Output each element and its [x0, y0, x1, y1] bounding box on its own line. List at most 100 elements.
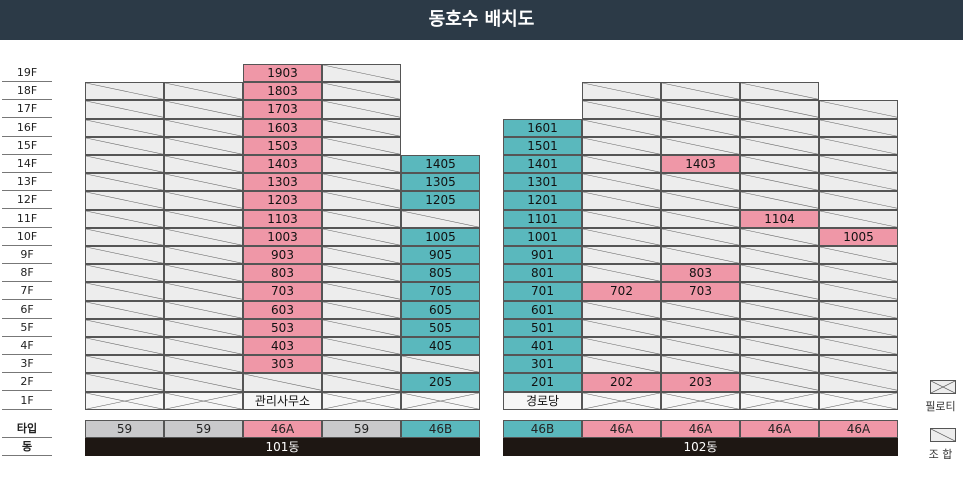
unit-cell: 1001	[503, 227, 582, 246]
union-cell	[85, 337, 164, 356]
unit-cell: 1501	[503, 136, 582, 155]
unit-number: 805	[429, 266, 452, 281]
union-cell	[322, 100, 401, 119]
union-cell	[164, 118, 243, 137]
union-cell	[582, 82, 661, 101]
unit-cell: 1203	[243, 191, 322, 210]
unit-cell: 201	[503, 373, 582, 392]
piloti-cell	[322, 391, 401, 410]
unit-cell: 1101	[503, 209, 582, 228]
unit-number: 1603	[267, 120, 298, 135]
building-name-bar: 101동	[85, 438, 480, 456]
unit-number: 1703	[267, 102, 298, 117]
union-cell	[85, 100, 164, 119]
union-cell	[740, 100, 819, 119]
union-cell	[819, 118, 898, 137]
union-cell	[164, 100, 243, 119]
unit-cell: 1303	[243, 173, 322, 192]
piloti-cell	[740, 391, 819, 410]
unit-cell: 403	[243, 337, 322, 356]
unit-cell: 205	[401, 373, 480, 392]
unit-number: 1403	[685, 157, 716, 171]
type-cell: 46A	[243, 420, 322, 438]
union-cell	[322, 136, 401, 155]
unit-number: 703	[689, 284, 712, 299]
union-cell	[322, 209, 401, 228]
union-cell	[819, 300, 898, 319]
union-cell	[322, 300, 401, 319]
unit-number: 903	[271, 248, 294, 262]
type-row-label: 타입	[16, 422, 38, 435]
unit-number: 703	[271, 284, 294, 299]
unit-number: 202	[610, 375, 633, 390]
floor-label: 1F	[2, 392, 52, 410]
type-cell: 59	[164, 420, 243, 438]
union-cell	[740, 82, 819, 101]
floor-label: 5F	[2, 319, 52, 337]
union-cell	[661, 136, 740, 155]
union-cell	[661, 318, 740, 337]
type-cell: 46A	[582, 420, 661, 438]
union-cell	[322, 173, 401, 192]
union-cell	[85, 373, 164, 392]
unit-number: 1203	[267, 193, 298, 208]
union-cell	[819, 173, 898, 192]
unit-number: 1005	[843, 229, 874, 244]
union-diagonal-icon	[930, 428, 956, 442]
type-cell: 46A	[740, 420, 819, 438]
union-cell	[85, 300, 164, 319]
union-cell	[164, 191, 243, 210]
unit-cell: 603	[243, 300, 322, 319]
unit-number: 1001	[527, 229, 558, 244]
unit-cell: 303	[243, 355, 322, 374]
union-cell	[322, 64, 401, 83]
union-cell	[582, 100, 661, 119]
unit-number: 702	[610, 284, 633, 299]
union-cell	[164, 373, 243, 392]
type-cell: 59	[85, 420, 164, 438]
piloti-cell	[582, 391, 661, 410]
unit-number: 301	[531, 357, 554, 372]
piloti-cell	[661, 391, 740, 410]
floor-label: 14F	[2, 155, 52, 173]
unit-number: 601	[531, 302, 554, 317]
unit-number: 501	[531, 320, 554, 335]
floor-label: 10F	[2, 228, 52, 246]
unit-cell: 1005	[401, 227, 480, 246]
unit-cell: 805	[401, 264, 480, 283]
unit-number: 801	[531, 266, 554, 281]
union-cell	[85, 227, 164, 246]
union-cell	[661, 118, 740, 137]
union-cell	[582, 318, 661, 337]
unit-number: 401	[531, 339, 554, 353]
unit-number: 1201	[527, 193, 558, 208]
unit-number: 803	[689, 266, 712, 281]
unit-number: 1205	[425, 193, 456, 208]
ground-facility-label: 관리사무소	[254, 393, 311, 408]
union-cell	[740, 191, 819, 210]
unit-cell: 1601	[503, 118, 582, 137]
unit-cell: 703	[661, 282, 740, 301]
floor-label: 13F	[2, 173, 52, 192]
piloti-cell	[401, 391, 480, 410]
union-cell	[164, 173, 243, 192]
union-cell	[322, 318, 401, 337]
union-cell	[322, 118, 401, 137]
unit-cell: 505	[401, 318, 480, 337]
union-cell	[322, 246, 401, 265]
unit-number: 901	[531, 248, 554, 262]
unit-number: 1803	[267, 84, 298, 99]
unit-number: 405	[429, 339, 452, 353]
unit-number: 1305	[425, 175, 456, 190]
unit-cell: 901	[503, 246, 582, 265]
floor-label: 4F	[2, 337, 52, 355]
unit-number: 701	[531, 284, 554, 299]
union-cell	[85, 318, 164, 337]
building-row-label: 동	[21, 440, 33, 453]
floor-label: 17F	[2, 100, 52, 119]
union-cell	[740, 373, 819, 392]
unit-number: 605	[429, 302, 452, 317]
union-cell	[85, 355, 164, 374]
floor-label: 3F	[2, 355, 52, 374]
floor-label: 12F	[2, 191, 52, 210]
